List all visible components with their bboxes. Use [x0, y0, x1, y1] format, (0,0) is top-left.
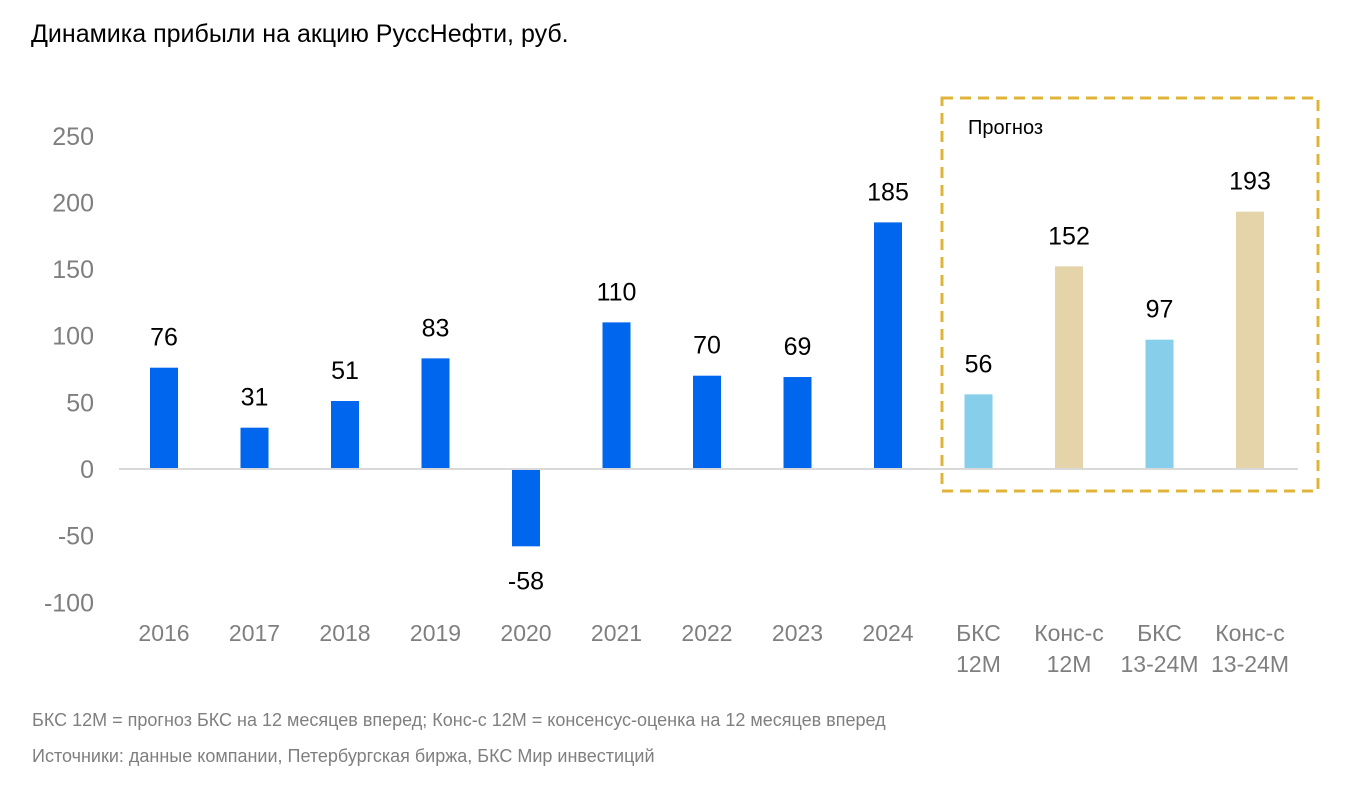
- y-tick-label: 200: [52, 189, 94, 217]
- x-tick-label: 2023: [772, 620, 823, 646]
- forecast-label: Прогноз: [968, 117, 1043, 139]
- x-tick-label: БКС: [956, 620, 1001, 646]
- x-tick-label: 2024: [862, 620, 913, 646]
- data-label: 51: [331, 357, 359, 385]
- bar-2: [331, 401, 359, 469]
- bar-12: [1236, 211, 1264, 469]
- x-tick-label: Конс-с: [1215, 620, 1285, 646]
- x-axis-labels: 2016 2017 2018 2019 2020 2021 2022 2023 2024 БКС 1…: [138, 620, 1289, 677]
- data-label: 56: [965, 350, 993, 378]
- bar-11: [1145, 339, 1174, 469]
- bar-6: [693, 375, 721, 469]
- x-tick-label: 2016: [138, 620, 189, 646]
- bar-5: [602, 322, 631, 469]
- y-tick-label: 250: [52, 123, 94, 151]
- data-label: 152: [1048, 222, 1090, 250]
- y-tick-label: 100: [52, 323, 94, 351]
- bar-0: [150, 367, 178, 469]
- data-label: 31: [241, 384, 269, 412]
- x-tick-label: 2019: [410, 620, 461, 646]
- y-tick-label: 150: [52, 256, 94, 284]
- data-label: 110: [597, 278, 637, 306]
- bar-9: [964, 394, 993, 469]
- bar-4: [512, 469, 540, 547]
- bar-10: [1055, 266, 1083, 469]
- data-label: 76: [150, 324, 178, 352]
- x-tick-label: 12M: [956, 651, 1001, 677]
- x-tick-label: 2020: [500, 620, 551, 646]
- data-labels: 76 31 51 83 -58 110 70 69 185 56 152 97 193: [150, 168, 1271, 596]
- data-label: 185: [867, 178, 909, 206]
- x-tick-label: 2017: [229, 620, 280, 646]
- x-tick-label: 13-24M: [1211, 651, 1289, 677]
- y-axis-ticks: 250 200 150 100 50 0 -50 -100: [44, 123, 94, 618]
- footnote-sources: Источники: данные компании, Петербургска…: [32, 746, 655, 766]
- data-label: 97: [1146, 296, 1174, 324]
- y-tick-label: 0: [80, 456, 94, 484]
- x-tick-label: БКС: [1137, 620, 1182, 646]
- bar-8: [874, 222, 902, 469]
- bar-3: [421, 358, 450, 469]
- data-label: -58: [508, 567, 544, 595]
- bar-chart: 250 200 150 100 50 0 -50 -100 76 31 51 83 -58 110 70 6…: [44, 96, 1320, 677]
- data-label: 69: [784, 333, 812, 361]
- x-tick-label: 2021: [591, 620, 642, 646]
- data-label: 70: [693, 332, 721, 360]
- x-tick-label: Конс-с: [1034, 620, 1104, 646]
- y-tick-label: -100: [44, 589, 94, 617]
- bars: [150, 211, 1264, 547]
- x-tick-label: 13-24M: [1121, 651, 1199, 677]
- y-tick-label: -50: [58, 523, 94, 551]
- data-label: 83: [422, 314, 450, 342]
- data-label: 193: [1229, 168, 1271, 196]
- x-tick-label: 12M: [1047, 651, 1092, 677]
- footnote-definitions: БКС 12M = прогноз БКС на 12 месяцев впер…: [32, 710, 886, 730]
- forecast-box: [940, 96, 1320, 493]
- bar-1: [240, 427, 269, 469]
- y-tick-label: 50: [66, 389, 94, 417]
- chart-title: Динамика прибыли на акцию РуссНефти, руб…: [31, 20, 569, 48]
- bar-7: [783, 377, 812, 469]
- x-tick-label: 2018: [319, 620, 370, 646]
- x-tick-label: 2022: [681, 620, 732, 646]
